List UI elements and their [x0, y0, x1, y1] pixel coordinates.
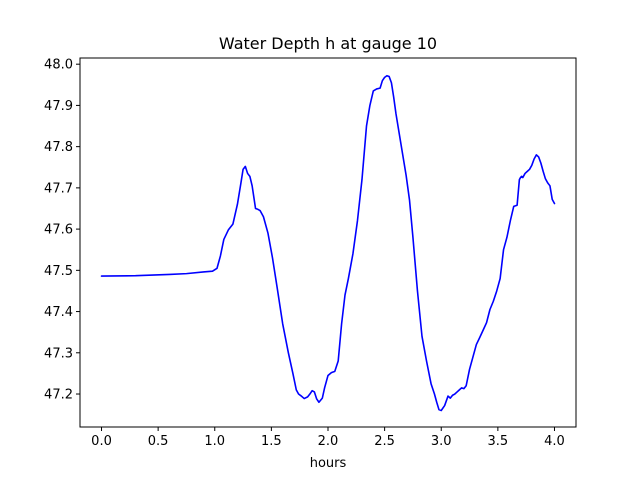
- y-tick-label: 47.6: [44, 223, 73, 238]
- x-axis-label: hours: [310, 456, 347, 471]
- x-tick-label: 1.0: [204, 434, 225, 449]
- axes-layer: 0.0 0.5 1.0 1.5 2.0 2.5 3.0 3.5 4.0 47.2 47.3 47.4 4…: [44, 57, 577, 449]
- y-tick-label: 47.7: [44, 181, 73, 196]
- x-tick-label: 2.5: [374, 434, 395, 449]
- x-tick-label: 4.0: [544, 434, 565, 449]
- x-tick-label: 0.5: [148, 434, 169, 449]
- series-line-0: [100, 74, 556, 412]
- x-tick-label: 2.0: [318, 434, 339, 449]
- plot-layer: [100, 74, 556, 412]
- chart-title: Water Depth h at gauge 10: [219, 34, 437, 53]
- y-tick-label: 47.9: [44, 99, 73, 114]
- y-tick-label: 47.2: [44, 388, 73, 403]
- x-tick-label: 0.0: [91, 434, 112, 449]
- x-tick-label: 3.5: [488, 434, 509, 449]
- y-tick-label: 48.0: [44, 58, 73, 73]
- y-tick-label: 47.5: [44, 264, 73, 279]
- y-tick-label: 47.4: [44, 305, 73, 320]
- x-tick-label: 1.5: [261, 434, 282, 449]
- y-tick-label: 47.8: [44, 140, 73, 155]
- x-tick-label: 3.0: [431, 434, 452, 449]
- y-tick-label: 47.3: [44, 346, 73, 361]
